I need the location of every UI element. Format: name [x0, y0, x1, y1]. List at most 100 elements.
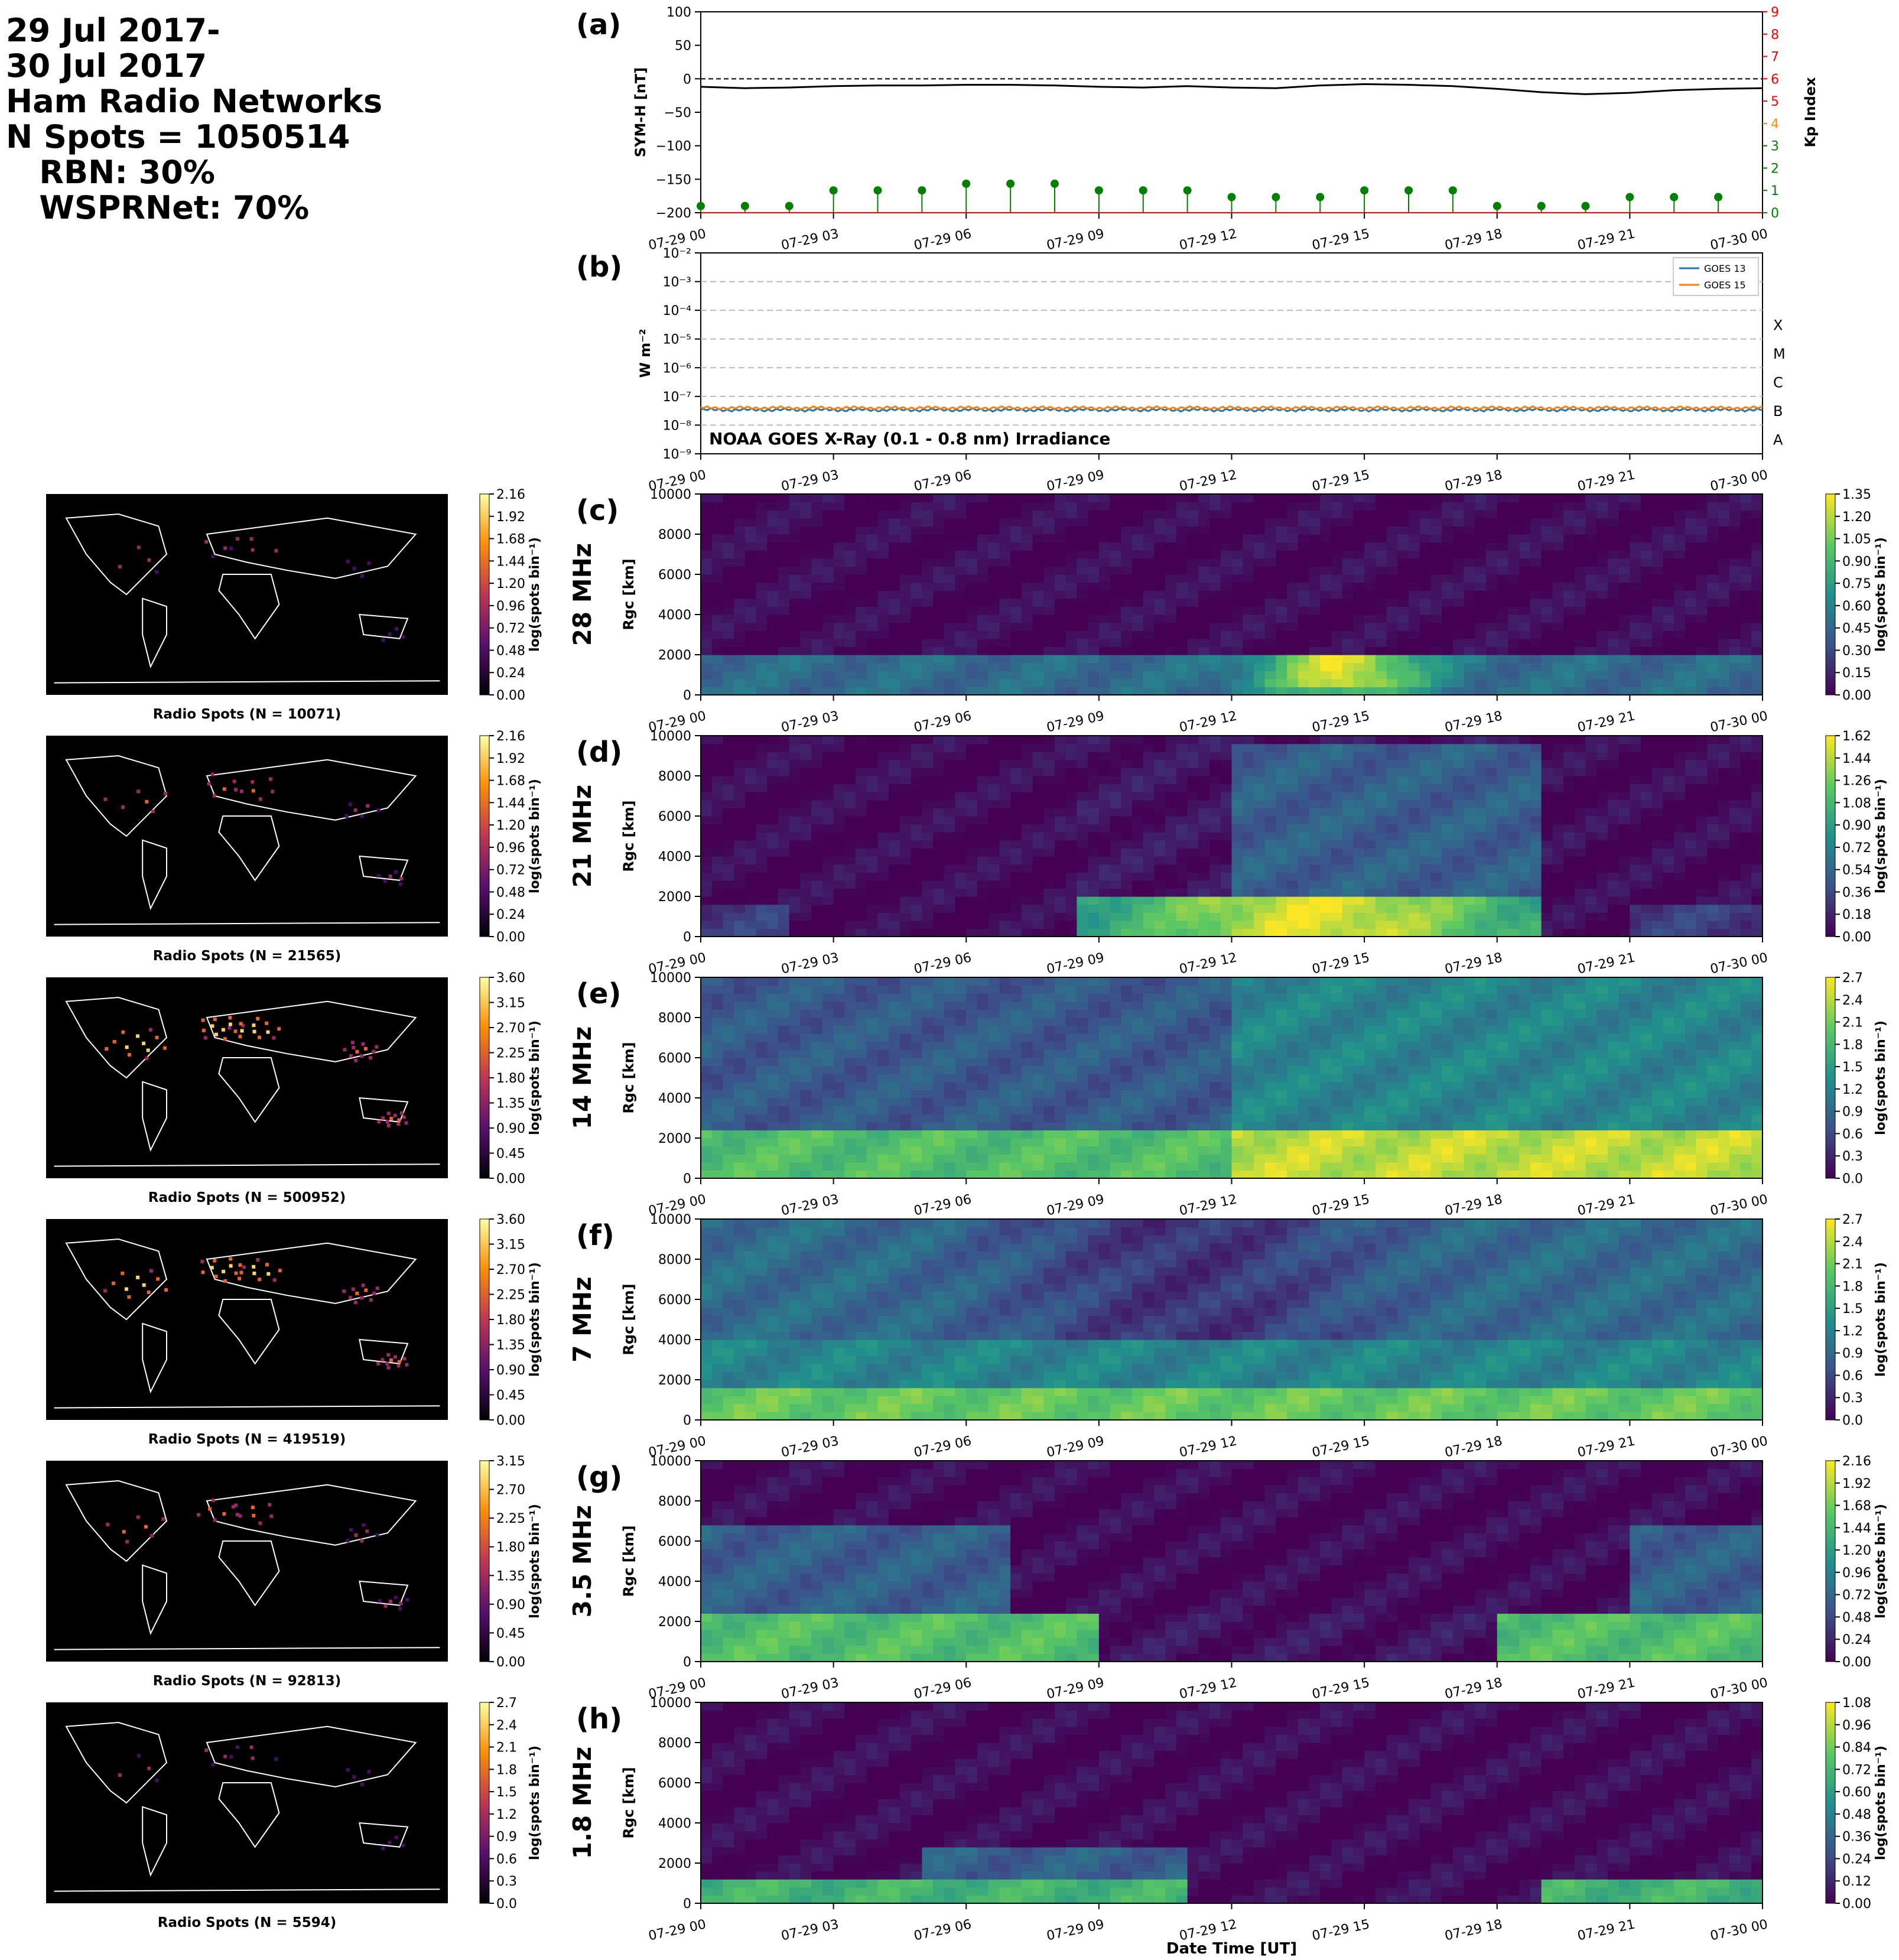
heatmap-cell	[1486, 502, 1498, 511]
heatmap-cell	[1331, 840, 1343, 849]
heatmap-cell	[1065, 880, 1078, 889]
figure-header: 29 Jul 2017- 30 Jul 2017 Ham Radio Netwo…	[6, 13, 382, 226]
heatmap-cell	[1442, 928, 1453, 937]
heatmap-cell	[1320, 678, 1332, 687]
heatmap-cell	[711, 759, 724, 768]
heatmap-cell	[1430, 510, 1442, 519]
colorbar-tick-label: 1.44	[496, 554, 525, 569]
kp-point	[697, 201, 705, 210]
heatmap-cell	[1121, 856, 1133, 865]
heatmap-cell	[1486, 671, 1498, 680]
heatmap-cell	[1674, 864, 1686, 873]
heatmap-cell	[1607, 646, 1620, 655]
heatmap-cell	[1077, 598, 1088, 607]
heatmap-cell	[833, 518, 845, 526]
heatmap-cell	[1187, 816, 1199, 825]
heatmap-cell	[756, 606, 768, 615]
heatmap-cell	[1154, 912, 1166, 921]
heatmap-cell	[756, 792, 768, 801]
heatmap-cell	[1309, 494, 1321, 503]
heatmap-cell	[1375, 888, 1387, 897]
heatmap-cell	[1309, 743, 1321, 752]
heatmap-cell	[988, 622, 1000, 631]
heatmap-cell	[1010, 678, 1022, 687]
heatmap-cell	[1098, 904, 1111, 913]
heatmap-cell	[1486, 888, 1498, 897]
heatmap-cell	[1154, 662, 1166, 671]
heatmap-cell	[1452, 542, 1465, 551]
world-map-background	[46, 494, 448, 695]
heatmap-cell	[877, 759, 889, 768]
heatmap-cell	[1154, 606, 1166, 615]
heatmap-cell	[1674, 502, 1686, 511]
heatmap-cell	[933, 606, 945, 615]
heatmap-cell	[1021, 687, 1033, 695]
heatmap-cell	[789, 494, 801, 503]
heatmap-cell	[1651, 856, 1664, 865]
heatmap-cell	[1386, 904, 1398, 913]
heatmap-cell	[1088, 655, 1100, 664]
heatmap-cell	[1231, 736, 1243, 745]
heatmap-cell	[811, 912, 823, 921]
y-tick-label: 10⁻²	[663, 246, 691, 261]
heatmap-cell	[1143, 840, 1155, 849]
heatmap-cell	[988, 566, 1000, 575]
heatmap-cell	[1021, 784, 1033, 792]
heatmap-cell	[1430, 574, 1442, 583]
heatmap-cell	[778, 510, 790, 519]
heatmap-cell	[1010, 864, 1022, 873]
heatmap-cell	[899, 880, 912, 889]
heatmap-cell	[1353, 792, 1365, 801]
heatmap-cell	[1342, 534, 1354, 543]
heatmap-cell	[1519, 912, 1531, 921]
heatmap-cell	[1497, 502, 1509, 511]
heatmap-cell	[1353, 928, 1365, 937]
heatmap-cell	[1298, 590, 1310, 599]
heatmap-cell	[999, 848, 1011, 857]
heatmap-cell	[1253, 792, 1266, 801]
heatmap-cell	[1110, 518, 1121, 526]
heatmap-cell	[1674, 896, 1686, 905]
heatmap-cell	[1630, 912, 1641, 921]
flare-class-label: C	[1773, 375, 1783, 391]
heatmap-cell	[1563, 896, 1575, 905]
heatmap-cell	[1508, 856, 1520, 865]
heatmap-cell	[701, 542, 713, 551]
heatmap-cell	[1729, 638, 1741, 647]
heatmap-cell	[1497, 526, 1509, 535]
heatmap-cell	[1718, 920, 1730, 929]
heatmap-cell	[999, 646, 1011, 655]
heatmap-cell	[1043, 606, 1055, 615]
heatmap-cell	[1253, 534, 1266, 543]
heatmap-cell	[1563, 615, 1575, 623]
heatmap-cell	[1088, 816, 1100, 825]
heatmap-cell	[1098, 872, 1111, 881]
heatmap-cell	[1596, 502, 1608, 511]
heatmap-cell	[1353, 687, 1365, 695]
heatmap-cell	[1143, 912, 1155, 921]
heatmap-cell	[1419, 574, 1432, 583]
heatmap-cell	[1132, 678, 1144, 687]
heatmap-cell	[1098, 824, 1111, 833]
heatmap-cell	[1486, 920, 1498, 929]
heatmap-cell	[1298, 502, 1310, 511]
heatmap-cell	[1641, 784, 1653, 792]
heatmap-cell	[1342, 582, 1354, 591]
heatmap-cell	[1253, 590, 1266, 599]
heatmap-cell	[1430, 808, 1442, 817]
heatmap-cell	[1641, 590, 1653, 599]
heatmap-cell	[1663, 662, 1674, 671]
heatmap-cell	[1751, 662, 1763, 671]
heatmap-cell	[1508, 784, 1520, 792]
heatmap-cell	[1729, 518, 1741, 526]
heatmap-cell	[711, 622, 724, 631]
heatmap-cell	[1718, 518, 1730, 526]
heatmap-cell	[1032, 534, 1044, 543]
heatmap-cell	[756, 678, 768, 687]
heatmap-cell	[1198, 550, 1210, 559]
heatmap-cell	[1651, 671, 1664, 680]
heatmap-cell	[1718, 502, 1730, 511]
heatmap-cell	[1585, 566, 1597, 575]
heatmap-cell	[1309, 896, 1321, 905]
heatmap-cell	[1043, 920, 1055, 929]
